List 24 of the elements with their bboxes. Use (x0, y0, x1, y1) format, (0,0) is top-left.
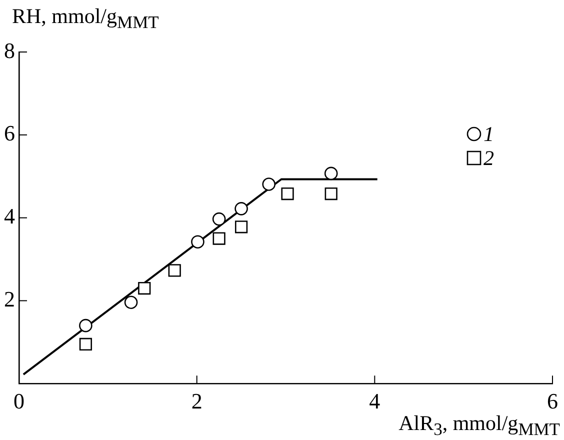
point (138, 282, 151, 295)
y-axis-title: RH, mmol/g$_{MMT}$ (12, 4, 159, 34)
x-tick-label: 0 (14, 388, 24, 414)
point (212, 232, 226, 245)
point (281, 187, 294, 200)
y-tick-label: 8 (4, 38, 15, 63)
legend-label: 2 (484, 146, 494, 170)
y-tick-label: 4 (4, 204, 15, 229)
x-tick-label: 4 (369, 388, 380, 414)
point (79, 318, 92, 332)
point (324, 166, 338, 180)
point (262, 178, 276, 191)
point (234, 202, 248, 216)
point (234, 220, 248, 234)
legend-label: 1 (484, 122, 494, 146)
point (79, 338, 92, 351)
point (124, 296, 138, 310)
point (212, 212, 226, 226)
x-tick-label: 2 (191, 388, 202, 414)
y-tick-label: 6 (4, 120, 15, 146)
point (191, 235, 204, 248)
point (168, 264, 181, 277)
y-tick-label: 2 (4, 286, 15, 312)
point (324, 187, 338, 200)
